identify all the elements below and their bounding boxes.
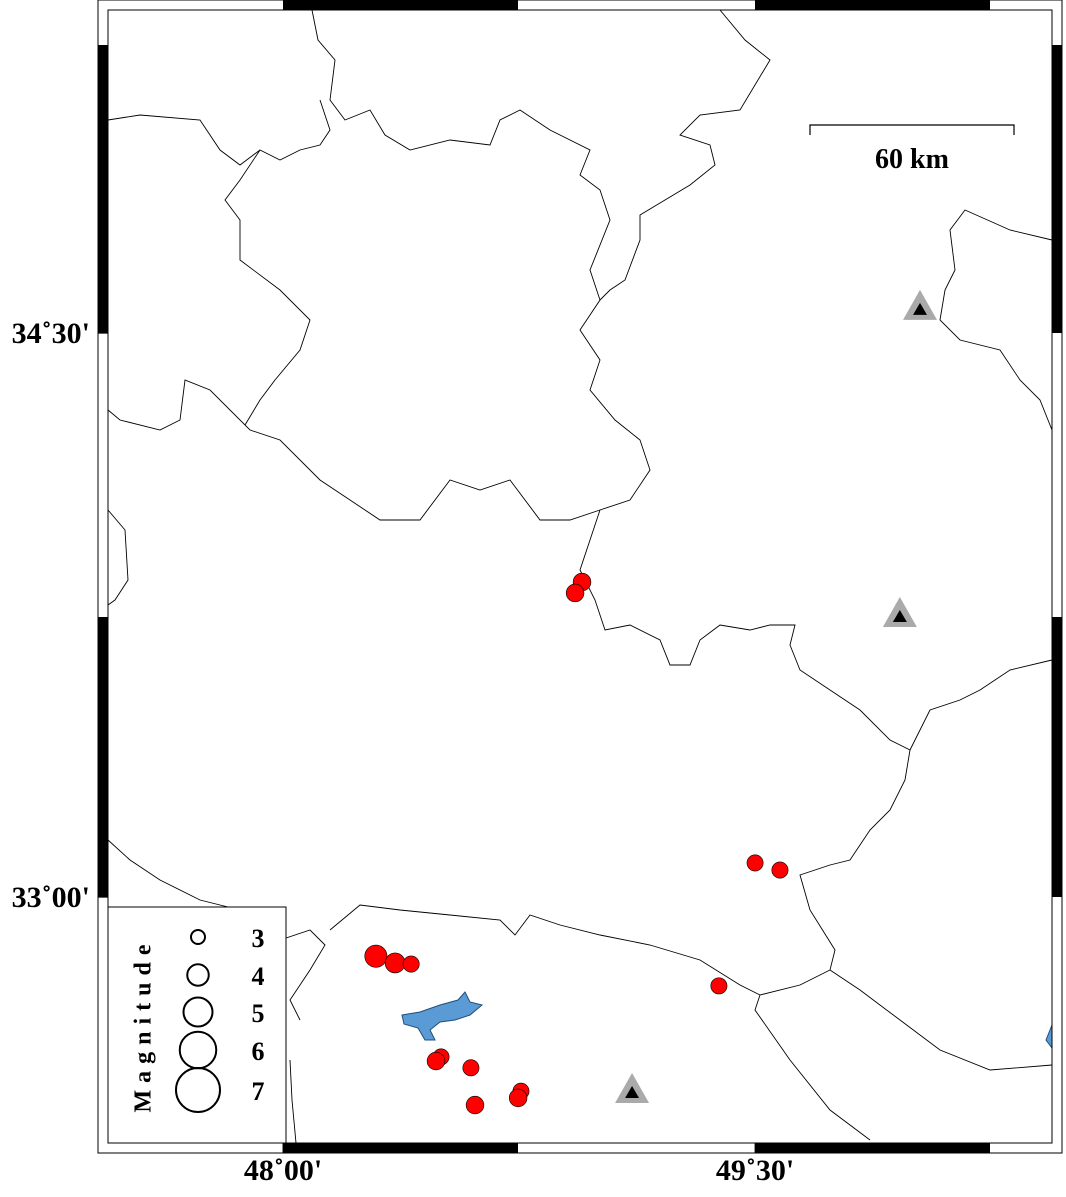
legend-label: 4 <box>252 962 265 991</box>
borders <box>107 9 1053 1144</box>
frame <box>97 0 1063 1154</box>
legend-symbol <box>190 929 206 945</box>
legend-symbol <box>186 963 210 987</box>
province-border <box>107 509 129 606</box>
event <box>465 1095 485 1115</box>
station-core <box>625 1086 640 1099</box>
event <box>426 1051 446 1071</box>
legend-label: 7 <box>252 1077 265 1106</box>
x-tick-label: 49˚30' <box>716 1154 794 1187</box>
province-border <box>224 149 311 426</box>
y-tick-label: 33˚00' <box>12 881 90 914</box>
lake <box>401 991 484 1041</box>
legend-symbol <box>182 996 214 1028</box>
province-border <box>599 9 771 301</box>
station-core <box>892 610 907 623</box>
legend-label: 5 <box>252 999 265 1028</box>
event <box>508 1088 528 1108</box>
station-core <box>912 302 927 315</box>
y-tick-label: 34˚30' <box>12 317 90 350</box>
event <box>402 955 420 973</box>
legend-box <box>107 906 287 1144</box>
legend-title: Magnitude <box>131 937 157 1112</box>
province-border <box>909 659 1053 751</box>
province-border <box>107 9 651 521</box>
event <box>771 861 789 879</box>
legend-label: 3 <box>252 924 265 953</box>
event <box>384 952 406 974</box>
scale-bar: 60 km <box>809 124 1015 175</box>
event <box>462 1059 480 1077</box>
event <box>710 977 728 995</box>
legend-label: 6 <box>252 1037 265 1066</box>
event <box>565 583 585 603</box>
scale-label: 60 km <box>875 144 949 175</box>
province-border <box>939 209 1053 431</box>
event <box>746 854 764 872</box>
province-border <box>829 969 1053 1071</box>
province-border <box>579 509 911 1141</box>
event <box>364 944 388 968</box>
province-border <box>289 1059 297 1144</box>
legend-symbol <box>175 1067 221 1113</box>
province-border <box>329 904 761 996</box>
x-tick-label: 48˚00' <box>244 1154 322 1187</box>
